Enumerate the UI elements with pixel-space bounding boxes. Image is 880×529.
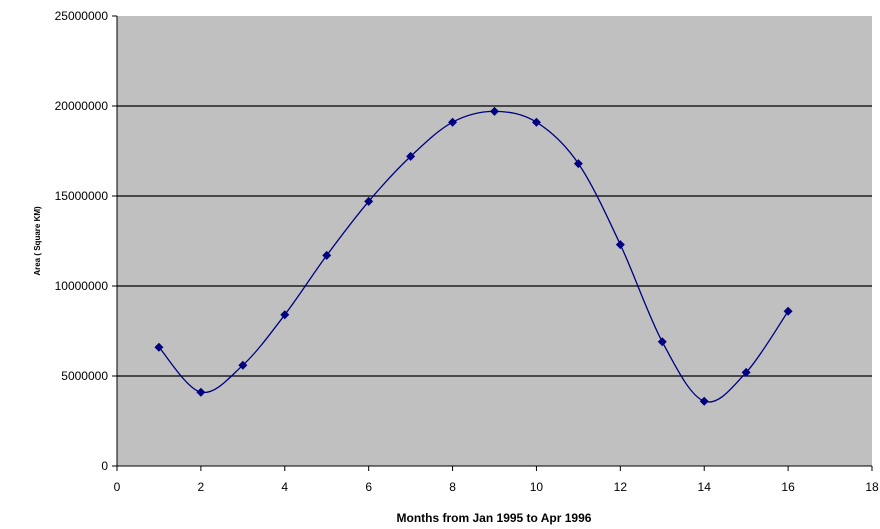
axes: 0 5000000 10000000 15000000 20000000 25000000… — [55, 9, 879, 494]
x-axis-title: Months from Jan 1995 to Apr 1996 — [397, 511, 592, 525]
x-tick-label: 18 — [865, 480, 879, 494]
y-tick-label: 10000000 — [55, 279, 109, 293]
data-point-marker — [699, 396, 709, 406]
data-point-marker — [531, 117, 541, 127]
x-tick-label: 2 — [198, 480, 205, 494]
data-point-marker — [238, 360, 248, 370]
plot-area — [117, 16, 872, 466]
data-point-marker — [280, 310, 290, 320]
data-point-marker — [322, 250, 332, 260]
x-tick-label: 0 — [114, 480, 121, 494]
data-point-marker — [154, 342, 164, 352]
x-tick-label: 16 — [781, 480, 795, 494]
data-point-marker — [490, 106, 499, 116]
x-tick-label: 8 — [449, 480, 456, 494]
x-tick-label: 4 — [281, 480, 288, 494]
data-point-marker — [573, 159, 583, 169]
y-tick-label: 15000000 — [55, 189, 109, 203]
y-axis-title: Area ( Square KM) — [33, 206, 42, 276]
y-tick-label: 0 — [101, 459, 108, 473]
x-tick-label: 14 — [698, 480, 712, 494]
x-tick-label: 10 — [530, 480, 544, 494]
x-tick-label: 12 — [614, 480, 628, 494]
data-point-marker — [741, 367, 751, 377]
data-point-marker — [448, 117, 458, 127]
data-point-marker — [364, 196, 374, 206]
data-point-marker — [196, 387, 206, 397]
data-point-marker — [615, 240, 625, 250]
data-point-marker — [783, 306, 793, 316]
data-point-marker — [406, 151, 416, 161]
data-point-marker — [657, 337, 667, 347]
x-tick-label: 6 — [365, 480, 372, 494]
y-tick-label: 20000000 — [55, 99, 109, 113]
y-tick-label: 5000000 — [61, 369, 108, 383]
y-tick-label: 25000000 — [55, 9, 109, 23]
series-line — [158, 110, 789, 403]
data-series — [154, 106, 793, 406]
